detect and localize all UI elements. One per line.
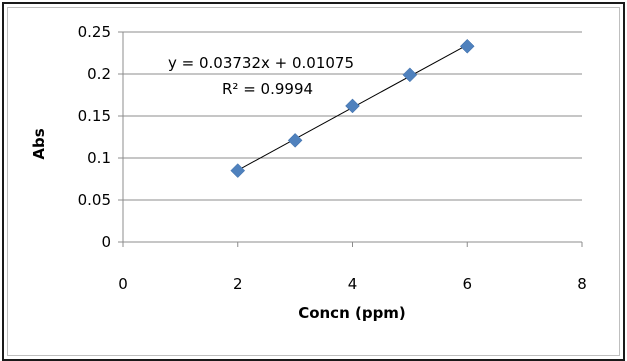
data-point	[287, 133, 303, 148]
trendline-equation: y = 0.03732x + 0.01075	[168, 54, 354, 72]
data-point	[402, 67, 418, 83]
y-tick-label: 0.2	[87, 65, 111, 83]
y-tick-label: 0	[101, 233, 111, 251]
y-tick-label: 0.15	[78, 107, 111, 125]
y-tick-label: 0.05	[78, 191, 111, 209]
axes	[118, 31, 583, 247]
data-point	[345, 98, 360, 114]
y-tick-label: 0.1	[87, 149, 111, 167]
data-point	[459, 38, 475, 54]
x-tick-label: 8	[577, 275, 587, 293]
chart-area	[7, 7, 620, 356]
gridlines	[123, 31, 582, 201]
x-tick-label: 6	[462, 275, 472, 293]
data-points	[230, 38, 475, 178]
x-tick-label: 0	[118, 275, 128, 293]
y-axis-title: Abs	[30, 128, 48, 159]
tick-labels: 0 0.05 0.1 0.15 0.2 0.25 0 2 4 6 8	[78, 23, 587, 293]
x-tick-label: 4	[348, 275, 358, 293]
x-axis-title: Concn (ppm)	[298, 304, 406, 322]
r-squared-label: R² = 0.9994	[222, 80, 313, 98]
data-point	[230, 163, 246, 178]
x-tick-label: 2	[233, 275, 243, 293]
y-tick-label: 0.25	[78, 23, 111, 41]
